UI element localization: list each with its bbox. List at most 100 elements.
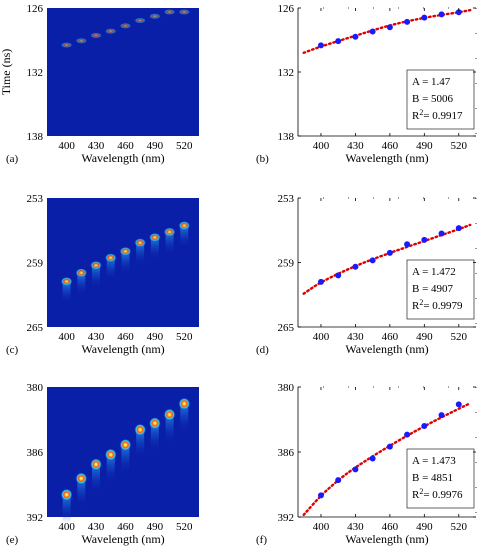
data-point [335,477,342,484]
x-tick-label: 490 [416,140,433,152]
signal-tail [121,251,130,274]
x-tick-label: 520 [176,331,193,343]
signal-tail [150,237,159,260]
data-point [386,24,393,31]
data-point [317,492,324,499]
panel-label: (a) [6,153,19,165]
x-tick-label: 460 [117,331,134,343]
data-point [404,431,411,438]
signal-tail [106,258,115,281]
x-axis-label: Wavelength (nm) [345,532,428,546]
signal-spot [148,13,161,20]
r2-letter: R [412,300,420,312]
data-point [386,443,393,450]
y-tick-label: 392 [278,512,295,524]
r2-value: = 0.9917 [423,110,463,122]
y-tick-label: 380 [278,382,295,394]
x-tick-label: 490 [147,140,164,152]
x-tick-label: 520 [176,521,193,533]
signal-spot [178,221,191,231]
signal-spot [163,408,176,422]
data-point [352,263,359,270]
x-tick-label: 400 [58,521,75,533]
fit-parameter-box: A = 1.473 B = 4851 R2= 0.9976 [406,448,475,509]
x-tick-label: 400 [58,140,75,152]
y-tick-label: 253 [27,193,44,205]
signal-tail [150,423,159,452]
y-tick-label: 126 [278,3,295,15]
signal-tail [62,495,71,524]
signal-spot [60,277,73,287]
fit-parameter-box: A = 1.472 B = 4907 R2= 0.9979 [406,259,475,320]
signal-tail [121,445,130,474]
data-point [352,466,359,473]
x-tick-label: 430 [347,140,364,152]
signal-spot [134,17,147,24]
signal-tail [136,243,145,266]
x-tick-label: 520 [451,140,468,152]
r2-exponent: 2 [419,108,423,117]
y-tick-label: 265 [27,322,44,334]
signal-spot [60,42,73,49]
signal-tail [136,430,145,459]
x-axis-label: Wavelength (nm) [81,342,164,356]
signal-spot [75,472,88,486]
signal-spot [104,449,117,462]
param-a: A = 1.472 [412,266,456,278]
data-point [335,272,342,279]
x-tick-label: 520 [451,331,468,343]
param-a: A = 1.47 [412,76,451,88]
x-tick-label: 430 [347,521,364,533]
signal-spot [148,233,161,243]
heatmap-panel: 400 430 460 490 520 380 386 392 Wavelength (nm) (… [6,382,199,546]
x-tick-label: 400 [313,140,330,152]
x-axis-label: Wavelength (nm) [345,151,428,165]
data-point [421,14,428,21]
x-tick-label: 460 [117,521,134,533]
r2-exponent: 2 [419,298,423,307]
signal-spot [134,238,147,248]
y-tick-label: 126 [27,3,44,15]
data-point [386,249,393,256]
data-point [317,42,324,49]
data-point [421,423,428,429]
y-tick-label: 265 [278,322,295,334]
signal-spot [163,227,176,237]
heatmap-panel: 400 430 460 490 520 126 132 138 Wavelength (nm) T… [0,3,199,165]
x-tick-label: 400 [313,521,330,533]
data-point [404,241,411,248]
x-tick-label: 430 [88,521,105,533]
signal-spot [178,9,191,16]
signal-tail [77,479,86,508]
panel-label: (c) [6,344,19,356]
data-point [404,18,411,25]
heatmap-background [47,8,199,136]
x-tick-label: 430 [88,140,105,152]
fit-panel: A = 1.472 B = 4907 R2= 0.9979 400 430 460 490 5… [256,193,477,356]
x-tick-label: 400 [58,331,75,343]
signal-tail [180,404,189,433]
x-axis-label: Wavelength (nm) [345,342,428,356]
x-axis-label: Wavelength (nm) [81,151,164,165]
annotation-frame [406,69,475,130]
signal-spot [178,398,191,411]
data-point [455,9,462,16]
signal-tail [92,465,101,493]
data-point [335,38,342,45]
signal-spot [119,247,132,257]
panel-label: (f) [256,534,267,546]
signal-spot [90,32,103,39]
r2-letter: R [412,489,420,501]
x-tick-label: 430 [88,331,105,343]
r2-value: = 0.9976 [423,489,463,501]
x-tick-label: 430 [347,331,364,343]
data-point [369,28,376,35]
fit-panel: A = 1.47 B = 5006 R2= 0.9917 400 430 460 490 52… [256,3,477,165]
y-tick-label: 259 [278,258,295,270]
param-a: A = 1.473 [412,455,456,467]
x-tick-label: 460 [117,140,134,152]
panel-label: (e) [6,534,19,546]
signal-spot [104,28,117,35]
x-tick-label: 490 [147,521,164,533]
signal-tail [77,273,86,296]
